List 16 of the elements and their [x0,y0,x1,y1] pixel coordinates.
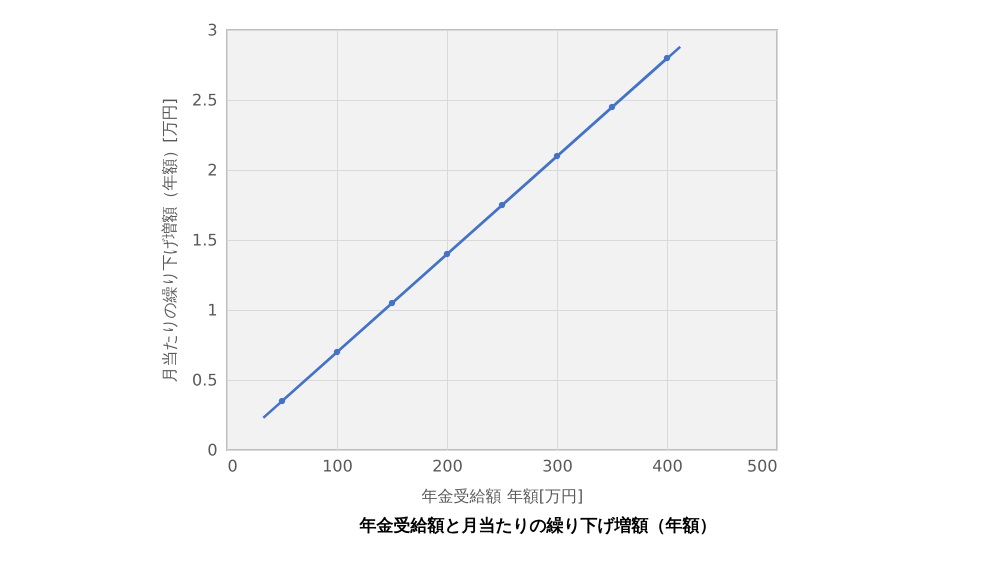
y-tick-label: 0 [207,440,218,460]
x-tick-label: 0 [228,456,238,476]
y-tick-label: 2.5 [192,90,218,110]
y-tick-label: 1.5 [192,230,218,250]
x-axis-title: 年金受給額 年額[万円] [422,486,584,506]
y-tick-label: 2 [207,160,218,180]
x-tick-label: 100 [322,456,353,476]
x-tick-label: 200 [432,456,463,476]
y-axis-title: 月当たりの繰り下げ増額（年額）[万円] [160,98,180,383]
text: 年金受給額と月当たりの繰り下げ増額（年額） [358,515,716,536]
y-tick-label: 0.5 [192,370,218,390]
x-tick-label: 400 [652,456,683,476]
y-tick-label: 3 [207,20,218,40]
x-tick-label: 300 [542,456,573,476]
y-tick-label: 1 [207,300,218,320]
x-tick-label: 500 [746,456,778,476]
